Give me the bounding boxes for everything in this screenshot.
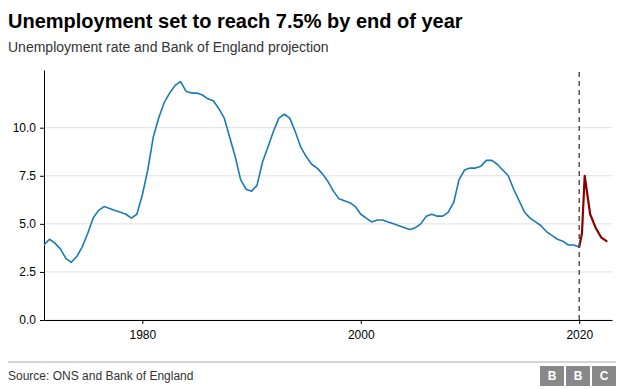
tick-label: 2000 — [348, 328, 375, 342]
chart: 1980 2000 2020 0.0 2.5 5.0 7.5 10.0 Unemployment… — [0, 0, 624, 389]
grid — [44, 128, 612, 320]
y-axis: 0.0 2.5 5.0 7.5 10.0 — [13, 71, 45, 328]
tick-mark — [361, 320, 362, 324]
tick-label: 7.5 — [19, 169, 36, 183]
separator — [8, 362, 616, 363]
tick-mark — [142, 320, 143, 324]
tick-mark — [579, 320, 580, 324]
tick-label: 2020 — [566, 328, 593, 342]
axis-line — [45, 320, 613, 321]
tick-mark — [40, 224, 44, 225]
grid-line — [44, 127, 612, 128]
tick-label: 0.0 — [19, 313, 36, 327]
tick-label: 10.0 — [13, 121, 37, 135]
tick-label: 1980 — [129, 328, 156, 342]
grid-line — [44, 271, 612, 272]
logo: BBC — [540, 366, 616, 386]
reference-line — [578, 70, 580, 320]
series-line — [579, 176, 606, 247]
grid-line — [44, 320, 612, 321]
tick-mark — [40, 128, 44, 129]
tick: 2.5 — [19, 265, 44, 279]
tick-mark — [40, 272, 44, 273]
tick: 0.0 — [19, 313, 44, 327]
grid-line — [44, 223, 612, 224]
tick: 10.0 — [13, 121, 44, 135]
tick: 5.0 — [19, 217, 44, 231]
logo-text: BBC — [548, 369, 609, 383]
tick-mark — [40, 176, 44, 177]
x-axis: 1980 2000 2020 — [45, 320, 613, 342]
plot-area — [44, 70, 607, 320]
tick: 7.5 — [19, 169, 44, 183]
tick: 1980 — [129, 320, 156, 342]
tick-label: 5.0 — [19, 217, 36, 231]
source: Source: ONS and Bank of England — [8, 369, 193, 383]
subtitle: Unemployment rate and Bank of England pr… — [8, 39, 329, 55]
axis-line — [44, 71, 45, 321]
title: Unemployment set to reach 7.5% by end of… — [8, 10, 463, 32]
tick-label: 2.5 — [19, 265, 36, 279]
tick: 2000 — [348, 320, 375, 342]
grid-line — [44, 175, 612, 176]
tick: 2020 — [566, 320, 593, 342]
series-line — [44, 82, 579, 263]
tick-mark — [40, 320, 44, 321]
